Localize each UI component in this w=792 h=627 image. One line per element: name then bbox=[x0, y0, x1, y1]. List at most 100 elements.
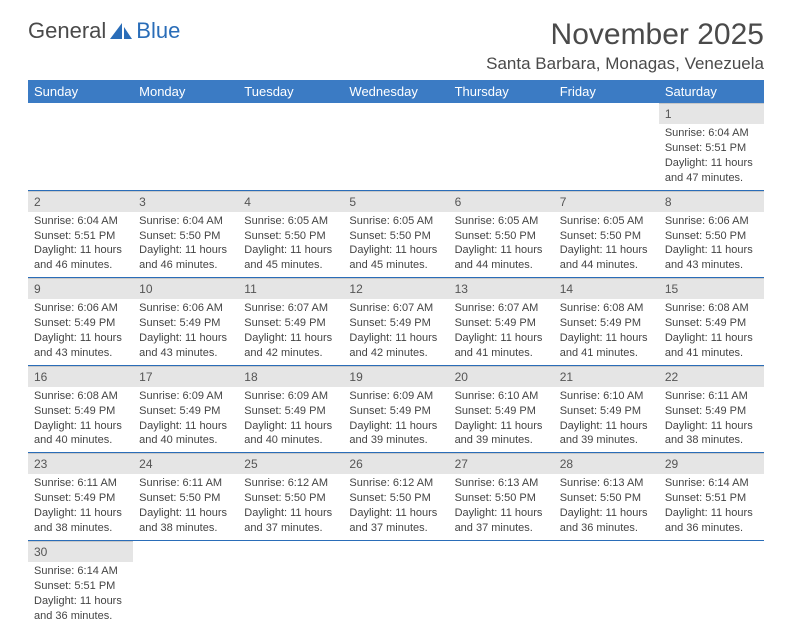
calendar-row: 2Sunrise: 6:04 AMSunset: 5:51 PMDaylight… bbox=[28, 190, 764, 278]
sunset-line: Sunset: 5:49 PM bbox=[34, 316, 127, 331]
daylight-line: Daylight: 11 hours and 39 minutes. bbox=[560, 419, 653, 449]
day-number: 8 bbox=[659, 191, 764, 212]
day-number: 10 bbox=[133, 278, 238, 299]
sunrise-line: Sunrise: 6:12 AM bbox=[244, 476, 337, 491]
sunrise-line: Sunrise: 6:10 AM bbox=[560, 389, 653, 404]
day-details: Sunrise: 6:08 AMSunset: 5:49 PMDaylight:… bbox=[28, 387, 133, 452]
calendar-row: 16Sunrise: 6:08 AMSunset: 5:49 PMDayligh… bbox=[28, 365, 764, 453]
calendar-table: Sunday Monday Tuesday Wednesday Thursday… bbox=[28, 80, 764, 627]
sunset-line: Sunset: 5:50 PM bbox=[139, 229, 232, 244]
sunset-line: Sunset: 5:51 PM bbox=[34, 229, 127, 244]
day-number: 19 bbox=[343, 366, 448, 387]
day-number: 20 bbox=[449, 366, 554, 387]
day-number: 25 bbox=[238, 453, 343, 474]
daylight-line: Daylight: 11 hours and 46 minutes. bbox=[139, 243, 232, 273]
sunrise-line: Sunrise: 6:08 AM bbox=[34, 389, 127, 404]
sunset-line: Sunset: 5:49 PM bbox=[244, 316, 337, 331]
sunrise-line: Sunrise: 6:05 AM bbox=[349, 214, 442, 229]
sail-icon bbox=[108, 21, 134, 41]
daylight-line: Daylight: 11 hours and 47 minutes. bbox=[665, 156, 758, 186]
day-number: 5 bbox=[343, 191, 448, 212]
calendar-row: 9Sunrise: 6:06 AMSunset: 5:49 PMDaylight… bbox=[28, 278, 764, 366]
day-details: Sunrise: 6:13 AMSunset: 5:50 PMDaylight:… bbox=[554, 474, 659, 539]
daylight-line: Daylight: 11 hours and 45 minutes. bbox=[349, 243, 442, 273]
day-number: 12 bbox=[343, 278, 448, 299]
sunset-line: Sunset: 5:49 PM bbox=[560, 316, 653, 331]
day-number: 30 bbox=[28, 541, 133, 562]
day-details: Sunrise: 6:09 AMSunset: 5:49 PMDaylight:… bbox=[343, 387, 448, 452]
day-number: 4 bbox=[238, 191, 343, 212]
sunset-line: Sunset: 5:49 PM bbox=[349, 404, 442, 419]
daylight-line: Daylight: 11 hours and 38 minutes. bbox=[665, 419, 758, 449]
weekday-header: Saturday bbox=[659, 80, 764, 103]
sunrise-line: Sunrise: 6:04 AM bbox=[34, 214, 127, 229]
day-details: Sunrise: 6:07 AMSunset: 5:49 PMDaylight:… bbox=[238, 299, 343, 364]
calendar-cell bbox=[449, 103, 554, 190]
day-details: Sunrise: 6:12 AMSunset: 5:50 PMDaylight:… bbox=[238, 474, 343, 539]
day-details: Sunrise: 6:05 AMSunset: 5:50 PMDaylight:… bbox=[343, 212, 448, 277]
weekday-header: Sunday bbox=[28, 80, 133, 103]
calendar-cell bbox=[554, 103, 659, 190]
day-number: 18 bbox=[238, 366, 343, 387]
logo-text-a: General bbox=[28, 18, 106, 44]
sunrise-line: Sunrise: 6:13 AM bbox=[560, 476, 653, 491]
day-number: 28 bbox=[554, 453, 659, 474]
calendar-cell bbox=[238, 103, 343, 190]
calendar-cell: 5Sunrise: 6:05 AMSunset: 5:50 PMDaylight… bbox=[343, 190, 448, 278]
sunrise-line: Sunrise: 6:07 AM bbox=[349, 301, 442, 316]
sunset-line: Sunset: 5:50 PM bbox=[139, 491, 232, 506]
sunrise-line: Sunrise: 6:11 AM bbox=[34, 476, 127, 491]
sunset-line: Sunset: 5:51 PM bbox=[34, 579, 127, 594]
sunset-line: Sunset: 5:50 PM bbox=[560, 229, 653, 244]
logo: General Blue bbox=[28, 18, 180, 44]
calendar-cell bbox=[449, 540, 554, 627]
weekday-header-row: Sunday Monday Tuesday Wednesday Thursday… bbox=[28, 80, 764, 103]
calendar-cell: 15Sunrise: 6:08 AMSunset: 5:49 PMDayligh… bbox=[659, 278, 764, 366]
sunrise-line: Sunrise: 6:07 AM bbox=[455, 301, 548, 316]
sunset-line: Sunset: 5:49 PM bbox=[455, 404, 548, 419]
daylight-line: Daylight: 11 hours and 37 minutes. bbox=[349, 506, 442, 536]
weekday-header: Friday bbox=[554, 80, 659, 103]
weekday-header: Thursday bbox=[449, 80, 554, 103]
day-number: 9 bbox=[28, 278, 133, 299]
daylight-line: Daylight: 11 hours and 40 minutes. bbox=[244, 419, 337, 449]
sunrise-line: Sunrise: 6:10 AM bbox=[455, 389, 548, 404]
page-title: November 2025 bbox=[486, 18, 764, 52]
daylight-line: Daylight: 11 hours and 40 minutes. bbox=[139, 419, 232, 449]
day-details: Sunrise: 6:05 AMSunset: 5:50 PMDaylight:… bbox=[238, 212, 343, 277]
sunset-line: Sunset: 5:49 PM bbox=[139, 404, 232, 419]
daylight-line: Daylight: 11 hours and 38 minutes. bbox=[34, 506, 127, 536]
day-details: Sunrise: 6:04 AMSunset: 5:51 PMDaylight:… bbox=[28, 212, 133, 277]
daylight-line: Daylight: 11 hours and 40 minutes. bbox=[34, 419, 127, 449]
sunrise-line: Sunrise: 6:11 AM bbox=[139, 476, 232, 491]
sunset-line: Sunset: 5:49 PM bbox=[34, 491, 127, 506]
calendar-cell: 25Sunrise: 6:12 AMSunset: 5:50 PMDayligh… bbox=[238, 453, 343, 541]
calendar-cell: 16Sunrise: 6:08 AMSunset: 5:49 PMDayligh… bbox=[28, 365, 133, 453]
sunrise-line: Sunrise: 6:04 AM bbox=[139, 214, 232, 229]
day-details: Sunrise: 6:04 AMSunset: 5:50 PMDaylight:… bbox=[133, 212, 238, 277]
daylight-line: Daylight: 11 hours and 41 minutes. bbox=[665, 331, 758, 361]
sunset-line: Sunset: 5:50 PM bbox=[244, 229, 337, 244]
weekday-header: Monday bbox=[133, 80, 238, 103]
daylight-line: Daylight: 11 hours and 38 minutes. bbox=[139, 506, 232, 536]
sunset-line: Sunset: 5:49 PM bbox=[560, 404, 653, 419]
calendar-cell: 8Sunrise: 6:06 AMSunset: 5:50 PMDaylight… bbox=[659, 190, 764, 278]
daylight-line: Daylight: 11 hours and 37 minutes. bbox=[455, 506, 548, 536]
calendar-cell: 2Sunrise: 6:04 AMSunset: 5:51 PMDaylight… bbox=[28, 190, 133, 278]
day-details: Sunrise: 6:13 AMSunset: 5:50 PMDaylight:… bbox=[449, 474, 554, 539]
day-number: 24 bbox=[133, 453, 238, 474]
day-details: Sunrise: 6:06 AMSunset: 5:49 PMDaylight:… bbox=[28, 299, 133, 364]
day-details: Sunrise: 6:11 AMSunset: 5:49 PMDaylight:… bbox=[28, 474, 133, 539]
day-details: Sunrise: 6:06 AMSunset: 5:49 PMDaylight:… bbox=[133, 299, 238, 364]
calendar-cell: 7Sunrise: 6:05 AMSunset: 5:50 PMDaylight… bbox=[554, 190, 659, 278]
daylight-line: Daylight: 11 hours and 36 minutes. bbox=[560, 506, 653, 536]
day-number: 21 bbox=[554, 366, 659, 387]
calendar-cell: 12Sunrise: 6:07 AMSunset: 5:49 PMDayligh… bbox=[343, 278, 448, 366]
calendar-row: 30Sunrise: 6:14 AMSunset: 5:51 PMDayligh… bbox=[28, 540, 764, 627]
sunset-line: Sunset: 5:49 PM bbox=[349, 316, 442, 331]
day-number: 14 bbox=[554, 278, 659, 299]
sunset-line: Sunset: 5:50 PM bbox=[455, 229, 548, 244]
calendar-cell bbox=[554, 540, 659, 627]
day-number: 29 bbox=[659, 453, 764, 474]
calendar-cell: 6Sunrise: 6:05 AMSunset: 5:50 PMDaylight… bbox=[449, 190, 554, 278]
